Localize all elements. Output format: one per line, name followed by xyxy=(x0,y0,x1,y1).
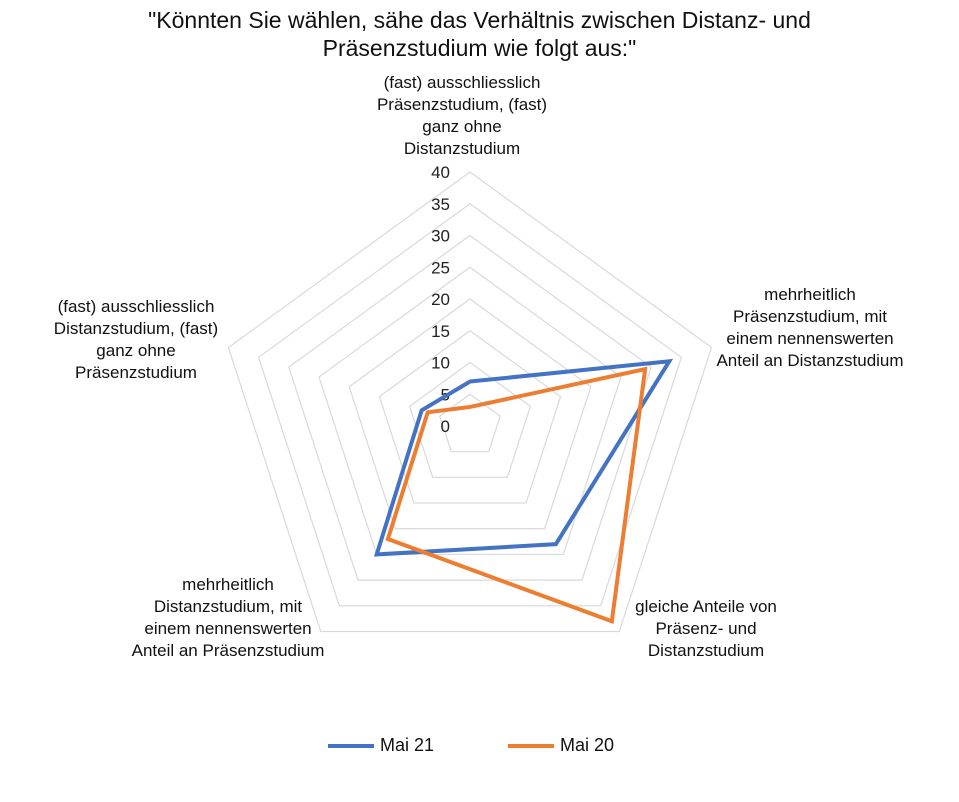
grid-ring-10 xyxy=(408,361,532,478)
category-label-0: (fast) ausschliesslich Präsenzstudium, (… xyxy=(376,73,548,158)
grid-ring-15 xyxy=(378,330,562,504)
category-label-1: mehrheitlich Präsenzstudium, mit einem n… xyxy=(716,285,904,370)
legend: Mai 21 Mai 20 xyxy=(0,735,959,761)
legend-label-mai-20: Mai 20 xyxy=(560,735,615,755)
category-label-2: gleiche Anteile von Präsenz- und Distanz… xyxy=(635,597,777,660)
legend-swatch-mai-21 xyxy=(328,743,374,748)
chart-title-line-2: Präsenzstudium wie folgt aus:" xyxy=(322,35,637,61)
r-tick-label-20: 20 xyxy=(431,290,450,309)
chart-title-line-1: "Könnten Sie wählen, sähe das Verhältnis… xyxy=(148,7,811,33)
series-line-mai-21 xyxy=(373,358,674,557)
r-tick-label-25: 25 xyxy=(431,258,450,277)
r-tick-label-40: 40 xyxy=(431,163,450,182)
grid-ring-35 xyxy=(257,203,683,607)
r-tick-label-35: 35 xyxy=(431,195,450,214)
legend-item-mai-21: Mai 21 xyxy=(328,735,434,756)
grid-ring-25 xyxy=(318,266,622,556)
grid-ring-5 xyxy=(439,393,501,453)
category-label-4: (fast) ausschliesslich Distanzstudium, (… xyxy=(53,297,219,382)
legend-swatch-mai-20 xyxy=(508,743,554,748)
r-tick-label-0: 0 xyxy=(441,417,450,436)
legend-label-mai-21: Mai 21 xyxy=(380,735,435,755)
chart-title: "Könnten Sie wählen, sähe das Verhältnis… xyxy=(0,6,959,62)
grid-ring-40 xyxy=(227,171,713,633)
legend-item-mai-20: Mai 20 xyxy=(508,735,614,756)
r-tick-label-10: 10 xyxy=(431,354,450,373)
series-line-mai-20 xyxy=(385,366,648,624)
category-label-3: mehrheitlich Distanzstudium, mit einem n… xyxy=(131,575,325,660)
r-tick-label-15: 15 xyxy=(431,322,450,341)
r-tick-label-30: 30 xyxy=(431,227,450,246)
grid-ring-30 xyxy=(288,234,652,581)
